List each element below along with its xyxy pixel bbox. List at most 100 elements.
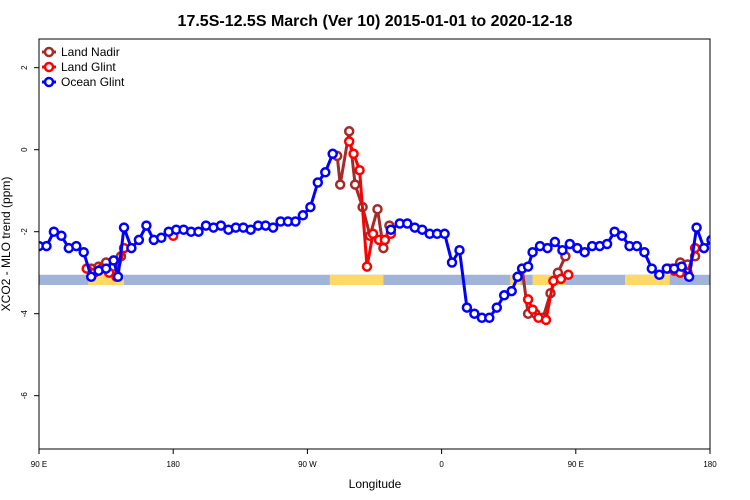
data-point-ocean-glint (498, 290, 510, 301)
data-point-ocean-glint (133, 234, 145, 246)
data-point-land-nadir (334, 179, 346, 190)
data-point-ocean-glint (245, 224, 256, 235)
plot-area (39, 126, 745, 326)
data-point-ocean-glint (491, 302, 503, 313)
y-tick-label: 2 (20, 65, 29, 70)
data-point-ocean-glint (527, 246, 538, 258)
series-land-nadir (85, 126, 701, 324)
y-tick-label: -4 (20, 310, 29, 318)
x-tick-label: 90 E (31, 460, 47, 469)
land-surface-band (329, 274, 384, 285)
data-point-ocean-glint (297, 210, 309, 221)
data-point-land-glint (361, 261, 373, 272)
data-point-land-nadir (372, 203, 383, 215)
legend-swatch-marker (43, 76, 55, 88)
data-point-ocean-glint (290, 216, 301, 227)
data-point-land-glint (379, 234, 391, 246)
data-point-ocean-glint (691, 222, 702, 233)
data-point-ocean-glint (48, 226, 60, 237)
legend-label: Ocean Glint (61, 75, 125, 89)
y-tick-label: -2 (20, 228, 29, 236)
data-point-ocean-glint (454, 244, 465, 256)
legend-item-land-nadir: Land Nadir (42, 45, 120, 59)
data-point-ocean-glint (402, 218, 413, 229)
series-layer (39, 126, 745, 326)
data-point-ocean-glint (683, 271, 695, 283)
data-point-land-nadir (349, 179, 361, 190)
plot-frame (38, 38, 711, 450)
data-point-ocean-glint (439, 228, 450, 240)
data-point-ocean-glint (85, 271, 97, 283)
data-point-ocean-glint (112, 271, 124, 283)
data-point-ocean-glint (737, 228, 745, 236)
x-tick-label: 180 (167, 460, 181, 469)
data-point-land-glint (527, 304, 538, 315)
data-point-ocean-glint (601, 238, 613, 250)
data-point-ocean-glint (71, 240, 82, 252)
data-point-ocean-glint (100, 263, 112, 274)
data-point-ocean-glint (156, 232, 167, 244)
data-point-ocean-glint (193, 226, 204, 237)
y-tick-label: 0 (20, 147, 29, 152)
data-point-land-glint (522, 294, 534, 305)
land-surface-band (88, 274, 124, 285)
y-axis-label: XCO2 - MLO trend (ppm) (0, 177, 13, 312)
data-point-ocean-glint (730, 234, 738, 242)
data-point-ocean-glint (654, 269, 665, 281)
legend-label: Land Glint (61, 60, 116, 74)
data-point-land-glint (354, 164, 365, 176)
legend-label: Land Nadir (61, 45, 120, 59)
data-point-ocean-glint (312, 177, 324, 188)
data-point-ocean-glint (631, 240, 643, 252)
data-point-ocean-glint (327, 148, 338, 160)
x-tick-label: 90 E (568, 460, 584, 469)
data-point-ocean-glint (706, 234, 710, 245)
data-point-land-glint (563, 269, 574, 281)
data-point-ocean-glint (215, 220, 227, 231)
data-point-ocean-glint (41, 240, 52, 252)
data-point-ocean-glint (698, 242, 710, 254)
data-point-land-nadir (378, 242, 389, 254)
data-point-ocean-glint (385, 224, 397, 235)
data-point-ocean-glint (542, 242, 553, 254)
series-ocean-glint (39, 148, 745, 324)
land-surface-band (625, 274, 670, 285)
chart-title: 17.5S-12.5S March (Ver 10) 2015-01-01 to… (178, 13, 573, 30)
data-point-ocean-glint (126, 242, 137, 254)
x-axis-label: Longitude (349, 477, 402, 491)
data-point-ocean-glint (557, 244, 568, 256)
data-point-ocean-glint (715, 222, 723, 230)
data-point-ocean-glint (416, 224, 428, 235)
legend-item-land-glint: Land Glint (42, 60, 116, 74)
data-point-ocean-glint (461, 302, 473, 313)
data-point-ocean-glint (56, 230, 67, 242)
y-axis: 2 0 -2 -4 -6 (20, 65, 39, 399)
x-tick-label: 180 (703, 460, 717, 469)
data-point-ocean-glint (108, 255, 119, 266)
data-point-land-glint (343, 136, 355, 147)
data-point-ocean-glint (676, 261, 687, 272)
legend-swatch-marker (43, 46, 55, 58)
data-point-ocean-glint (320, 167, 331, 178)
data-point-ocean-glint (484, 312, 495, 324)
x-tick-label: 90 W (298, 460, 317, 469)
data-point-ocean-glint (722, 236, 730, 244)
data-point-land-glint (555, 273, 567, 285)
legend-item-ocean-glint: Ocean Glint (42, 75, 125, 89)
x-tick-label: 0 (439, 460, 444, 469)
data-point-ocean-glint (305, 201, 316, 213)
data-point-land-glint (540, 314, 552, 326)
data-point-ocean-glint (118, 222, 130, 233)
x-axis: 90 E 180 90 W 0 90 E 180 (31, 449, 717, 469)
y-tick-label: -6 (20, 392, 29, 400)
data-point-ocean-glint (639, 246, 650, 258)
data-point-ocean-glint (512, 271, 523, 283)
data-point-land-glint (367, 228, 379, 240)
series-line-ocean-glint (39, 153, 335, 279)
data-point-ocean-glint (609, 226, 620, 237)
data-point-ocean-glint (141, 220, 152, 231)
data-point-ocean-glint (564, 238, 576, 250)
data-point-ocean-glint (267, 222, 279, 233)
data-point-ocean-glint (506, 285, 517, 297)
